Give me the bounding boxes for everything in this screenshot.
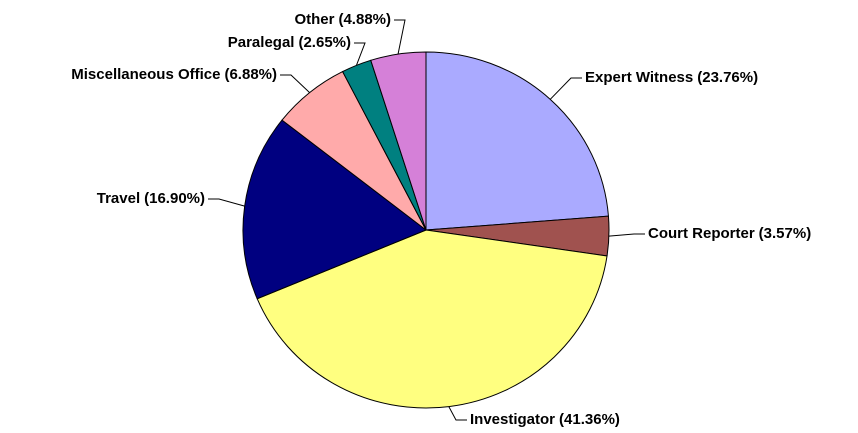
leader-line bbox=[608, 233, 645, 237]
category-label: Travel bbox=[97, 190, 140, 207]
category-label: Investigator bbox=[470, 411, 555, 428]
leader-line bbox=[448, 406, 467, 421]
leader-line bbox=[354, 42, 366, 66]
pie-slice bbox=[256, 229, 608, 409]
value-label: (16.90%) bbox=[144, 190, 205, 207]
slice-label: Expert Witness (23.76%) bbox=[585, 69, 758, 86]
value-label: (3.57%) bbox=[759, 225, 812, 242]
slice-label: Travel (16.90%) bbox=[97, 190, 205, 207]
category-label: Other bbox=[294, 11, 334, 28]
slice-label: Miscellaneous Office (6.88%) bbox=[71, 66, 277, 83]
leader-line bbox=[549, 77, 582, 100]
category-label: Court Reporter bbox=[648, 225, 755, 242]
slice-label: Other (4.88%) bbox=[294, 11, 391, 28]
category-label: Paralegal bbox=[228, 34, 295, 51]
leader-line bbox=[208, 198, 245, 207]
slice-label: Paralegal (2.65%) bbox=[228, 34, 351, 51]
value-label: (4.88%) bbox=[338, 11, 391, 28]
value-label: (2.65%) bbox=[298, 34, 351, 51]
leader-line bbox=[280, 74, 310, 93]
category-label: Miscellaneous Office bbox=[71, 66, 220, 83]
category-label: Expert Witness bbox=[585, 69, 693, 86]
value-label: (41.36%) bbox=[559, 411, 620, 428]
pie-slice bbox=[425, 51, 609, 231]
slice-label: Court Reporter (3.57%) bbox=[648, 225, 811, 242]
leader-line bbox=[394, 19, 406, 55]
pie-slice bbox=[370, 51, 427, 231]
value-label: (23.76%) bbox=[697, 69, 758, 86]
value-label: (6.88%) bbox=[224, 66, 277, 83]
slice-label: Investigator (41.36%) bbox=[470, 411, 620, 428]
